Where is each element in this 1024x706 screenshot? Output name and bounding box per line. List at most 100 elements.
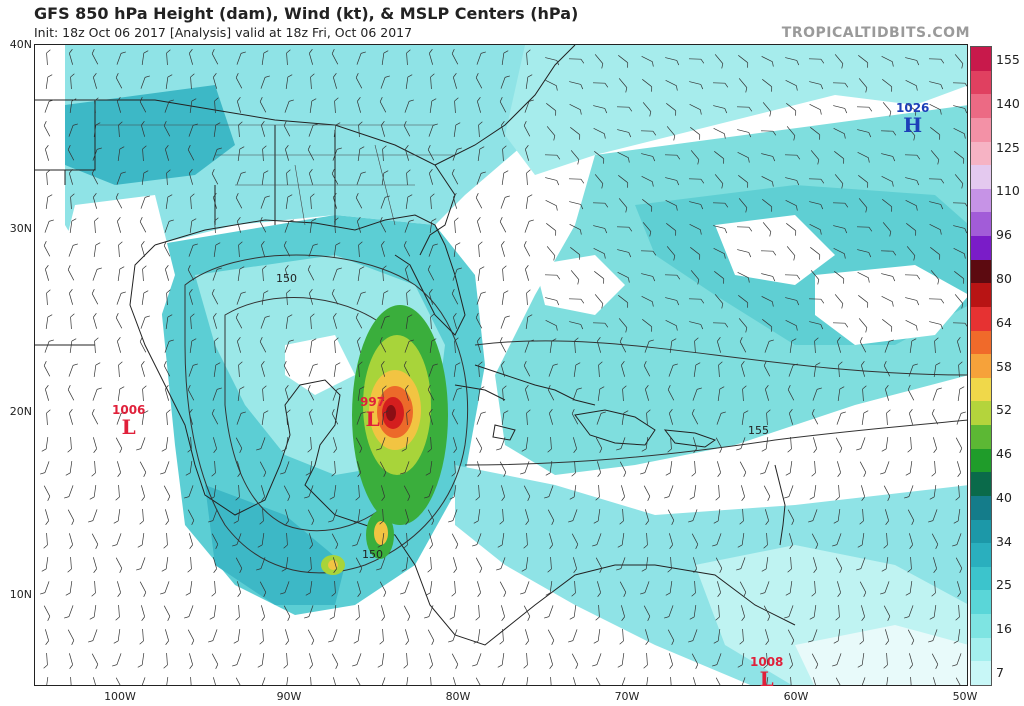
wind-barb (741, 605, 745, 621)
wind-barb (931, 409, 939, 425)
wind-barb (401, 677, 409, 685)
wind-barb (403, 361, 411, 377)
wind-barb (189, 218, 197, 233)
wind-barb (260, 315, 270, 329)
wind-barb (260, 75, 270, 89)
wind-barb (333, 677, 337, 685)
wind-barb (113, 629, 121, 644)
wind-barb (737, 152, 750, 163)
wind-barb (525, 629, 529, 645)
wind-barb (908, 363, 918, 377)
wind-barb (594, 294, 604, 309)
wind-barb (785, 177, 800, 186)
wind-barb (475, 604, 480, 621)
wind-barb (809, 321, 824, 330)
wind-barb (785, 461, 793, 476)
wind-barb (45, 385, 49, 401)
wind-barb (765, 509, 769, 525)
wind-barb (909, 338, 917, 353)
wind-barb (593, 128, 606, 139)
wind-barb (907, 629, 915, 645)
wind-barb (808, 509, 818, 523)
longitude-label: 70W (614, 690, 640, 703)
wind-barb (475, 437, 483, 453)
wind-barb (454, 217, 459, 234)
wind-barb (808, 298, 825, 304)
wind-barb (329, 605, 337, 620)
wind-barb (453, 557, 457, 573)
wind-barb (259, 217, 267, 233)
wind-barb (448, 509, 458, 523)
wind-barb (689, 605, 697, 620)
wind-barb (88, 629, 98, 643)
wind-barb (475, 193, 483, 209)
wind-barb (69, 98, 77, 113)
wind-barb (165, 314, 173, 329)
wind-barb (832, 533, 842, 547)
wind-barb (569, 321, 584, 330)
wind-barb (425, 581, 433, 596)
wind-barb (405, 194, 413, 209)
wind-barb (188, 243, 198, 257)
wind-barb (118, 361, 123, 378)
wind-barb (499, 508, 504, 525)
wind-barb (712, 202, 729, 208)
wind-barb (761, 677, 769, 685)
wind-barb (165, 385, 169, 401)
wind-barb (499, 628, 504, 645)
wind-barb (237, 217, 241, 233)
wind-barb (209, 485, 217, 500)
wind-barb (187, 509, 195, 525)
wind-barb (643, 532, 648, 549)
wind-barb (307, 629, 315, 645)
wind-barb (569, 201, 584, 210)
wind-barb (595, 484, 600, 501)
wind-barb (355, 557, 363, 573)
wind-barb (834, 151, 845, 164)
wind-barb (332, 147, 342, 161)
wind-barb (761, 557, 769, 572)
wind-barb (523, 121, 531, 137)
wind-barb (94, 217, 99, 234)
wind-barb (67, 436, 72, 453)
wind-barb (406, 409, 411, 426)
wind-barb (880, 461, 890, 475)
wind-barb (334, 337, 339, 354)
wind-barb (833, 629, 841, 644)
wind-barb (379, 628, 384, 645)
wind-barb (616, 437, 626, 451)
wind-barb (742, 385, 747, 402)
wind-barb (952, 533, 962, 547)
wind-barb (691, 533, 699, 549)
brand-watermark: TROPICALTIDBITS.COM (781, 25, 970, 41)
wind-barb (809, 81, 824, 90)
wind-barb (237, 581, 241, 597)
wind-barb (43, 121, 51, 137)
wind-barb (141, 121, 145, 137)
wind-barb (809, 485, 817, 500)
wind-barb (116, 51, 126, 65)
wind-barb (737, 249, 752, 258)
wind-barb (477, 146, 485, 161)
wind-barb (618, 175, 629, 188)
wind-barb (859, 628, 864, 645)
wind-barb (261, 121, 265, 137)
wind-barb (405, 509, 409, 525)
colorbar-segment (971, 661, 991, 686)
wind-barb (545, 80, 558, 91)
colorbar-segment (971, 472, 991, 497)
wind-barb (115, 313, 123, 329)
wind-barb (714, 151, 725, 164)
wind-barb (785, 297, 800, 306)
wind-barb (164, 99, 174, 113)
wind-barb (452, 267, 462, 281)
wind-barb (379, 337, 387, 353)
wind-barb (357, 97, 361, 113)
longitude-label: 50W (952, 690, 978, 703)
wind-barb (401, 437, 409, 452)
wind-barb (403, 485, 411, 501)
wind-barb (592, 653, 602, 667)
wind-barb (929, 321, 944, 330)
wind-barb (116, 171, 126, 185)
wind-barb (356, 411, 366, 425)
